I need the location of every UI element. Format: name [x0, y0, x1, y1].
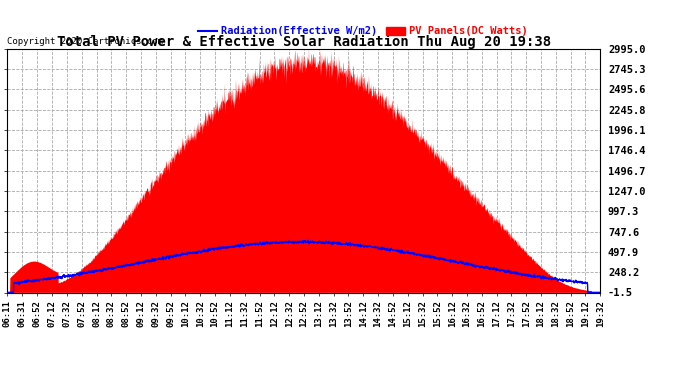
Legend: Radiation(Effective W/m2), PV Panels(DC Watts): Radiation(Effective W/m2), PV Panels(DC … [194, 22, 532, 40]
Title: Total PV Power & Effective Solar Radiation Thu Aug 20 19:38: Total PV Power & Effective Solar Radiati… [57, 34, 551, 49]
Text: Copyright 2020 Cartronics.com: Copyright 2020 Cartronics.com [8, 38, 164, 46]
